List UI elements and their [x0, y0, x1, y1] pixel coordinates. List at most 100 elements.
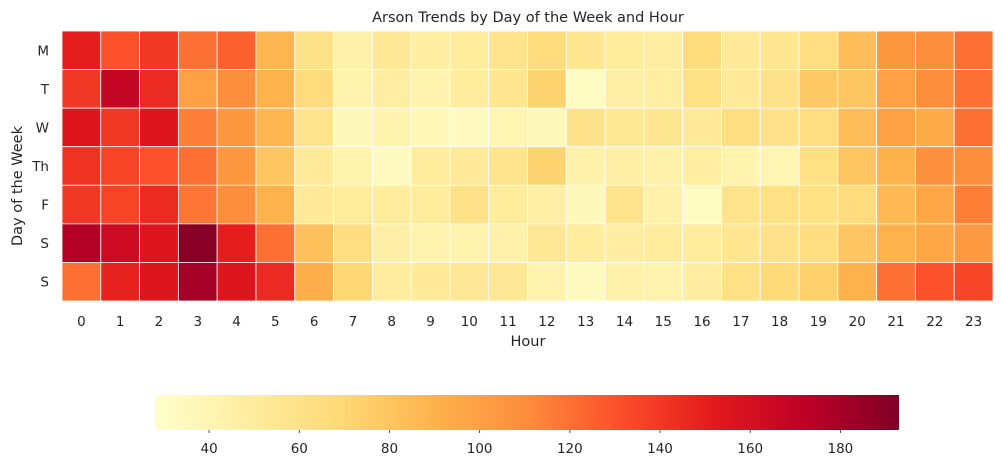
x-tick-label: 21: [887, 314, 904, 330]
heatmap-cell: [333, 184, 373, 225]
heatmap-cell: [61, 146, 102, 186]
heatmap-cell: [565, 223, 606, 263]
heatmap-cell: [294, 184, 334, 225]
heatmap-cell: [798, 184, 839, 225]
heatmap-cell: [333, 107, 373, 148]
heatmap-cell: [410, 30, 451, 70]
heatmap-cell: [488, 223, 528, 263]
x-tick-label: 8: [387, 314, 396, 330]
heatmap-cell: [837, 69, 878, 109]
heatmap-cell: [449, 69, 490, 109]
heatmap-cell: [371, 69, 412, 109]
y-axis-label: Day of the Week: [10, 125, 26, 246]
heatmap-cell: [255, 184, 296, 225]
heatmap-cell: [643, 30, 684, 70]
heatmap-cell: [410, 184, 451, 225]
heatmap-cell: [682, 223, 722, 263]
heatmap-cell: [953, 69, 994, 109]
heatmap-cell: [139, 69, 179, 109]
heatmap-cell: [294, 223, 334, 263]
heatmap-cell: [682, 69, 722, 109]
colorbar-tick-label: 100: [467, 441, 493, 457]
heatmap-cell: [682, 184, 722, 225]
heatmap-cell: [527, 262, 567, 302]
heatmap-cell: [837, 146, 878, 186]
heatmap-cell: [876, 107, 916, 148]
heatmap-cell: [604, 30, 645, 70]
y-tick-label: S: [40, 275, 49, 291]
colorbar-tick-label: 120: [557, 441, 583, 457]
heatmap-cell: [837, 223, 878, 263]
heatmap-cell: [721, 69, 761, 109]
heatmap-cell: [488, 146, 528, 186]
heatmap-cell: [604, 107, 645, 148]
heatmap-cell: [410, 223, 451, 263]
heatmap-cell: [876, 262, 916, 302]
heatmap-cell: [61, 262, 102, 302]
y-tick-label: T: [40, 82, 50, 98]
heatmap-cell: [915, 146, 955, 186]
x-tick-label: 16: [693, 314, 710, 330]
x-tick-label: 13: [577, 314, 594, 330]
heatmap-cell: [216, 69, 257, 109]
heatmap-cell: [449, 262, 490, 302]
heatmap-cell: [410, 69, 451, 109]
x-tick-label: 14: [616, 314, 633, 330]
heatmap-cell: [371, 107, 412, 148]
heatmap-cell: [643, 184, 684, 225]
heatmap-cell: [177, 69, 218, 109]
x-tick-label: 19: [810, 314, 827, 330]
heatmap-cell: [488, 107, 528, 148]
heatmap-cell: [798, 146, 839, 186]
heatmap-cell: [449, 223, 490, 263]
colorbar-tick-label: 60: [291, 441, 308, 457]
heatmap-cell: [449, 146, 490, 186]
heatmap-cell: [255, 146, 296, 186]
heatmap-cell: [837, 184, 878, 225]
heatmap-cell: [255, 30, 296, 70]
heatmap-cell: [333, 223, 373, 263]
heatmap-cell: [294, 107, 334, 148]
heatmap-cell: [953, 223, 994, 263]
heatmap-cell: [759, 262, 800, 302]
heatmap-cell: [643, 107, 684, 148]
heatmap-cell: [604, 223, 645, 263]
heatmap-cell: [255, 262, 296, 302]
heatmap-cell: [294, 69, 334, 109]
x-tick-label: 2: [155, 314, 164, 330]
heatmap-cell: [643, 146, 684, 186]
heatmap-cell: [915, 107, 955, 148]
heatmap-cell: [721, 184, 761, 225]
x-tick-label: 11: [500, 314, 517, 330]
heatmap-cell: [682, 146, 722, 186]
heatmap-cell: [527, 223, 567, 263]
heatmap-cell: [333, 69, 373, 109]
heatmap-cell: [953, 30, 994, 70]
heatmap-cell: [876, 30, 916, 70]
heatmap-cell: [139, 30, 179, 70]
x-tick-label: 22: [926, 314, 943, 330]
heatmap-cell: [333, 146, 373, 186]
x-tick-label: 9: [426, 314, 435, 330]
heatmap-cell: [953, 146, 994, 186]
chart-title: Arson Trends by Day of the Week and Hour: [372, 10, 684, 26]
x-tick-label: 15: [655, 314, 672, 330]
heatmap-cell: [100, 262, 140, 302]
heatmap-cell: [953, 107, 994, 148]
heatmap-cell: [216, 107, 257, 148]
heatmap-cell: [100, 107, 140, 148]
heatmap-cell: [333, 30, 373, 70]
heatmap-cell: [721, 223, 761, 263]
heatmap-cell: [682, 30, 722, 70]
heatmap-cell: [721, 146, 761, 186]
heatmap-cell: [100, 146, 140, 186]
heatmap-cell: [527, 107, 567, 148]
y-tick-label: W: [36, 120, 49, 136]
heatmap-cell: [100, 30, 140, 70]
heatmap-cell: [759, 30, 800, 70]
x-tick-label: 5: [271, 314, 280, 330]
x-tick-label: 18: [771, 314, 788, 330]
heatmap-cell: [759, 107, 800, 148]
x-tick-label: 0: [77, 314, 86, 330]
heatmap-cell: [527, 184, 567, 225]
